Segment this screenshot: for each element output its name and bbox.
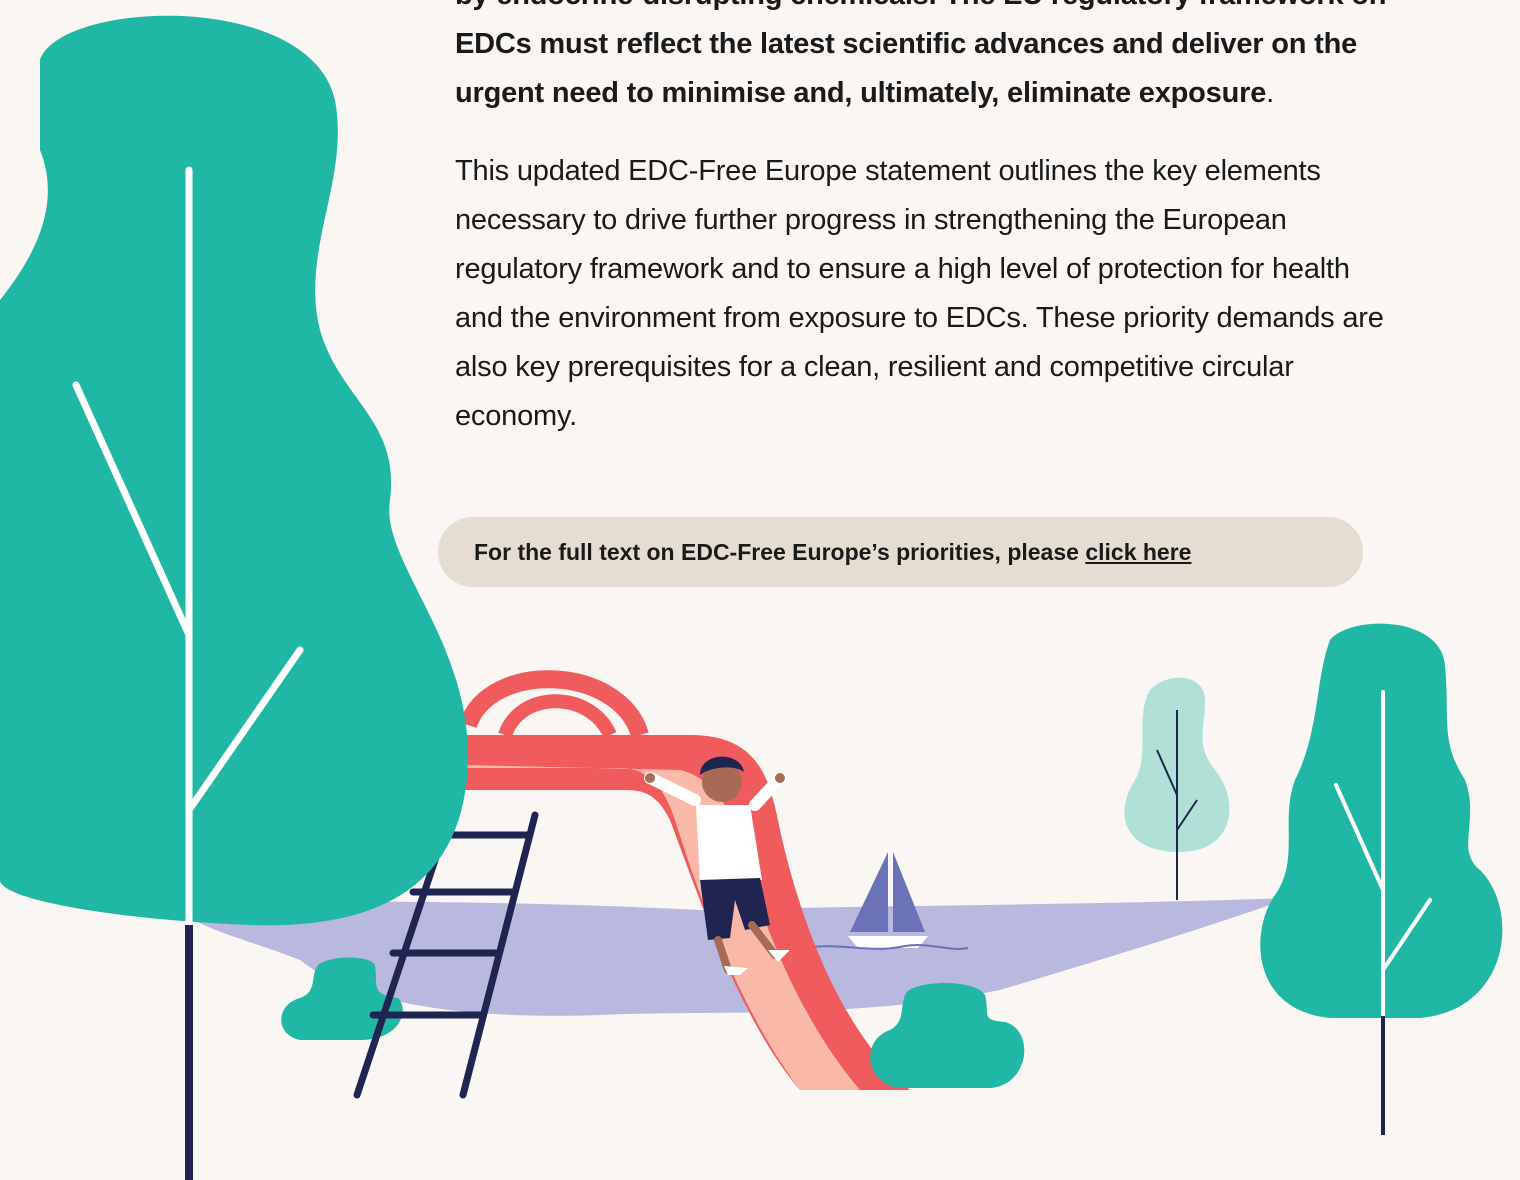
page: {"intro": {"bold": "by endocrine-disrupt… (0, 0, 1520, 1180)
callout-link[interactable]: click here (1085, 539, 1191, 565)
page-body: by endocrine-disrupting chemicals. The E… (0, 0, 1520, 1180)
intro-paragraph: by endocrine-disrupting chemicals. The E… (455, 0, 1390, 118)
statement-paragraph: This updated EDC-Free Europe statement o… (455, 147, 1390, 441)
text-column: by endocrine-disrupting chemicals. The E… (455, 0, 1390, 470)
callout: For the full text on EDC-Free Europe’s p… (438, 517, 1363, 587)
intro-bold: by endocrine-disrupting chemicals. The E… (455, 0, 1386, 109)
callout-text: For the full text on EDC-Free Europe’s p… (474, 539, 1079, 565)
intro-end: . (1266, 77, 1274, 109)
